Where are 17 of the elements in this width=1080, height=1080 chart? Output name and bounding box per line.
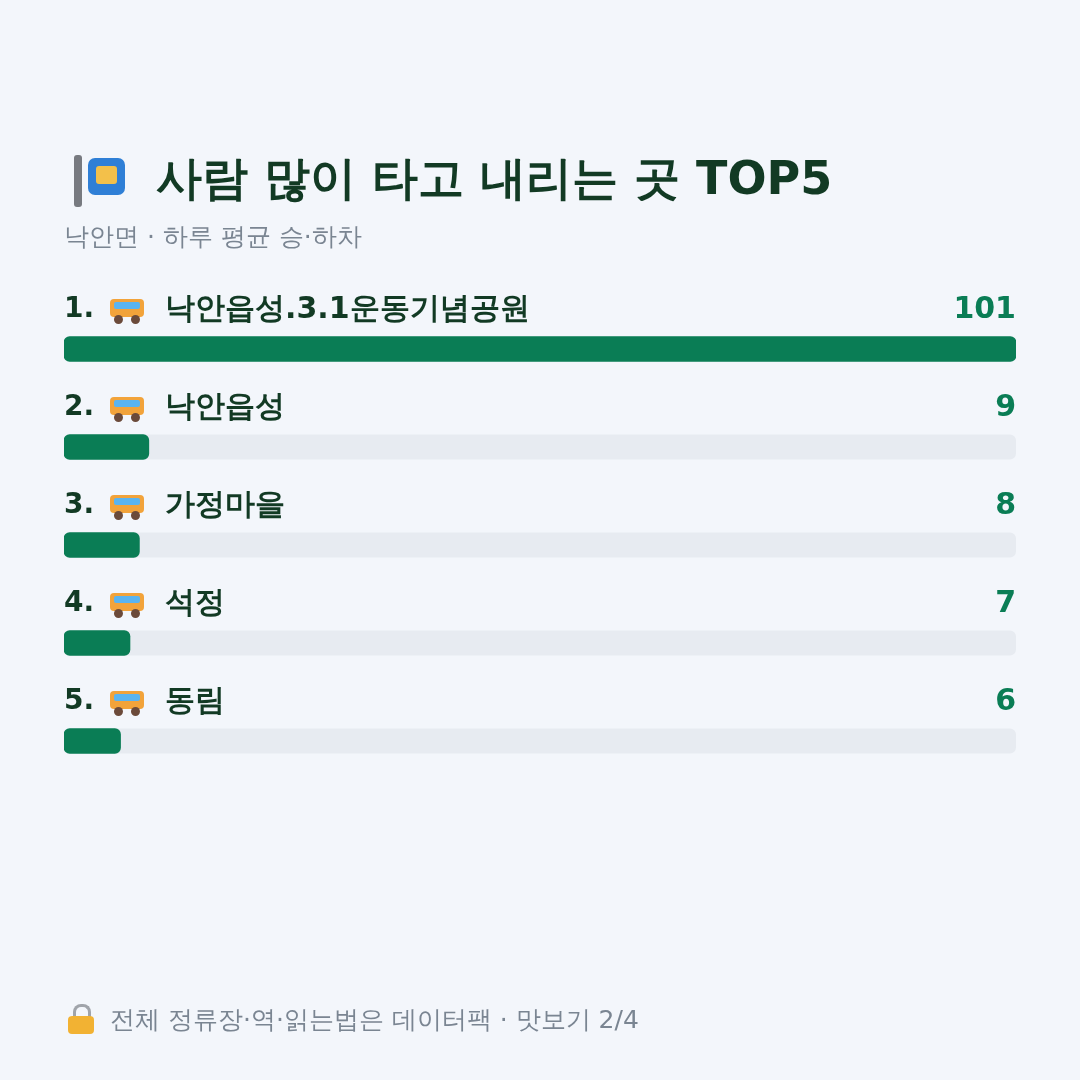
text: 전체 정류장·역·읽는법은 데이터팩 · 맛보기 2/4: [110, 1004, 639, 1036]
data-label: 8: [995, 485, 1016, 521]
data-label: 9: [995, 387, 1016, 423]
bar: [64, 532, 140, 558]
category-label: 5. 동림: [64, 681, 225, 717]
data-label: 6: [995, 681, 1016, 717]
bar: [64, 434, 150, 460]
category-label: 3. 가정마을: [64, 485, 285, 521]
chart-title: 사람 많이 타고 내리는 곳 TOP5: [156, 150, 833, 207]
bar: [64, 728, 121, 754]
bar: [64, 630, 131, 656]
category-label: 2. 낙안읍성: [64, 387, 285, 423]
category-label: 4. 석정: [64, 583, 225, 619]
chart-subtitle: 낙안면 · 하루 평균 승·하차: [64, 221, 362, 253]
data-label: 101: [953, 289, 1016, 325]
category-label: 1. 낙안읍성.3.1운동기념공원: [64, 289, 530, 325]
data-label: 7: [995, 583, 1016, 619]
